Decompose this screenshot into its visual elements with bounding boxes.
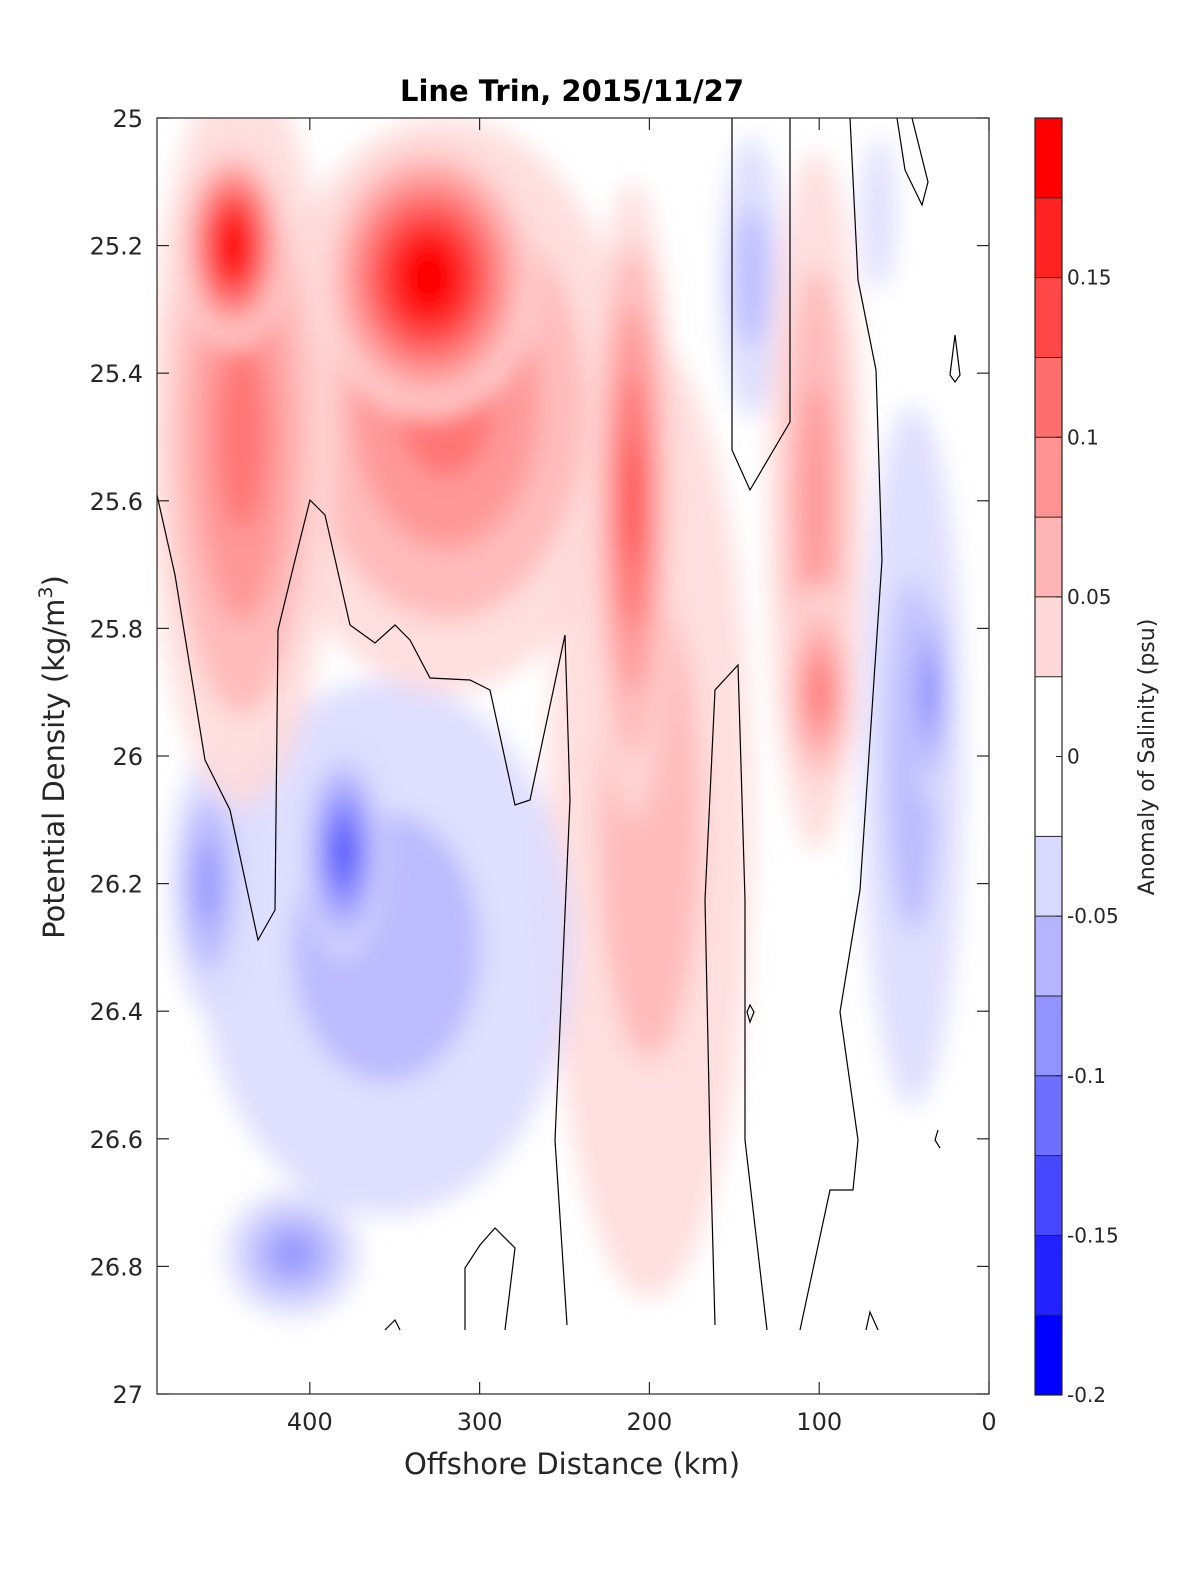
zero-contour-line [865,1310,879,1331]
anomaly-contour-ring [736,207,767,348]
anomaly-contour-ring [335,830,353,874]
colorbar-tick-label: 0.1 [1067,425,1099,449]
colorbar-block [1035,437,1062,518]
colorbar-block [1035,1235,1062,1316]
y-tick-label: 25 [112,105,143,133]
y-tick-label: 26.8 [90,1253,143,1281]
colorbar-title: Anomaly of Salinity (psu) [1135,619,1160,896]
colorbar-tick-label: -0.05 [1067,904,1119,928]
colorbar-blocks [1035,118,1062,1395]
colorbar-block [1035,197,1062,278]
anomaly-contour-ring [809,665,829,720]
colorbar-block [1035,1155,1062,1236]
x-axis-ticks: 400 300 200 100 0 [287,118,997,1436]
y-axis-title: Potential Density (kg/m3) [35,575,71,939]
y-axis-title-superscript: 3 [35,586,57,598]
zero-contour-line [799,118,883,1331]
y-tick-label: 26.2 [90,871,143,899]
colorbar-block [1035,836,1062,917]
y-tick-label: 27 [112,1381,143,1409]
x-tick-label: 300 [457,1408,503,1436]
colorbar-block [1035,596,1062,677]
colorbar-tick-label: 0.05 [1067,585,1112,609]
colorbar-block [1035,277,1062,358]
y-tick-label: 25.8 [90,615,143,643]
x-tick-label: 100 [796,1408,842,1436]
anomaly-contour-ring [270,1232,316,1275]
chart-title: Line Trin, 2015/11/27 [400,74,744,108]
x-tick-label: 0 [981,1408,996,1436]
plot-area: 400 300 200 100 0 25 25.2 25.4 25.6 25.8 26 26.2 26… [90,105,997,1436]
colorbar-tick-label: -0.2 [1067,1383,1106,1407]
y-tick-label: 25.2 [90,233,143,261]
colorbar-block [1035,118,1062,198]
y-axis-title-main: Potential Density (kg/m [37,599,71,939]
anomaly-contour-ring [226,232,241,259]
colorbar: -0.2 -0.15 -0.1 -0.05 0 0.05 0.1 0.15 Anomaly o… [1034,117,1160,1407]
y-tick-label: 25.4 [90,360,143,388]
salinity-field-rings [157,118,964,1318]
anomaly-contour-ring [195,841,221,927]
zero-contour-line [464,1227,516,1331]
anomaly-contour-ring [414,259,443,296]
zero-contour-lines [157,118,961,1331]
anomaly-contour-ring [218,344,266,530]
y-axis-title-close: ) [37,575,71,586]
x-tick-label: 200 [627,1408,673,1436]
zero-contour-line [949,334,961,384]
x-tick-label: 400 [287,1408,333,1436]
colorbar-tick-label: -0.15 [1067,1223,1119,1247]
zero-contour-line [704,663,768,1331]
anomaly-contour-ring [799,383,832,618]
anomaly-contour-ring [861,137,896,291]
colorbar-tick-label: -0.1 [1067,1064,1106,1088]
y-tick-label: 25.6 [90,488,143,516]
colorbar-block [1035,995,1062,1076]
x-axis-title: Offshore Distance (km) [404,1447,740,1481]
zero-contour-line [157,494,571,1326]
colorbar-block [1035,1075,1062,1156]
colorbar-block [1035,1315,1062,1395]
anomaly-contour-ring [924,663,935,721]
zero-contour-line [746,1003,755,1024]
y-axis-ticks: 25 25.2 25.4 25.6 25.8 26 26.2 26.4 26.6 26.8 27 [90,105,989,1409]
zero-contour-line [731,118,791,492]
y-tick-label: 26.4 [90,998,143,1026]
colorbar-block [1035,916,1062,996]
colorbar-block [1035,357,1062,438]
zero-contour-line [934,1129,941,1149]
colorbar-block [1035,517,1062,597]
zero-contour-line [384,1318,401,1331]
y-tick-label: 26 [112,743,143,771]
anomaly-contour-ring [623,437,641,565]
colorbar-tick-label: 0.15 [1067,266,1112,290]
y-tick-label: 26.6 [90,1126,143,1154]
zero-contour-line [896,118,929,207]
colorbar-tick-label: 0 [1067,745,1080,769]
colorbar-ticks: -0.2 -0.15 -0.1 -0.05 0 0.05 0.1 0.15 [1056,266,1119,1407]
salinity-field [157,118,964,1318]
